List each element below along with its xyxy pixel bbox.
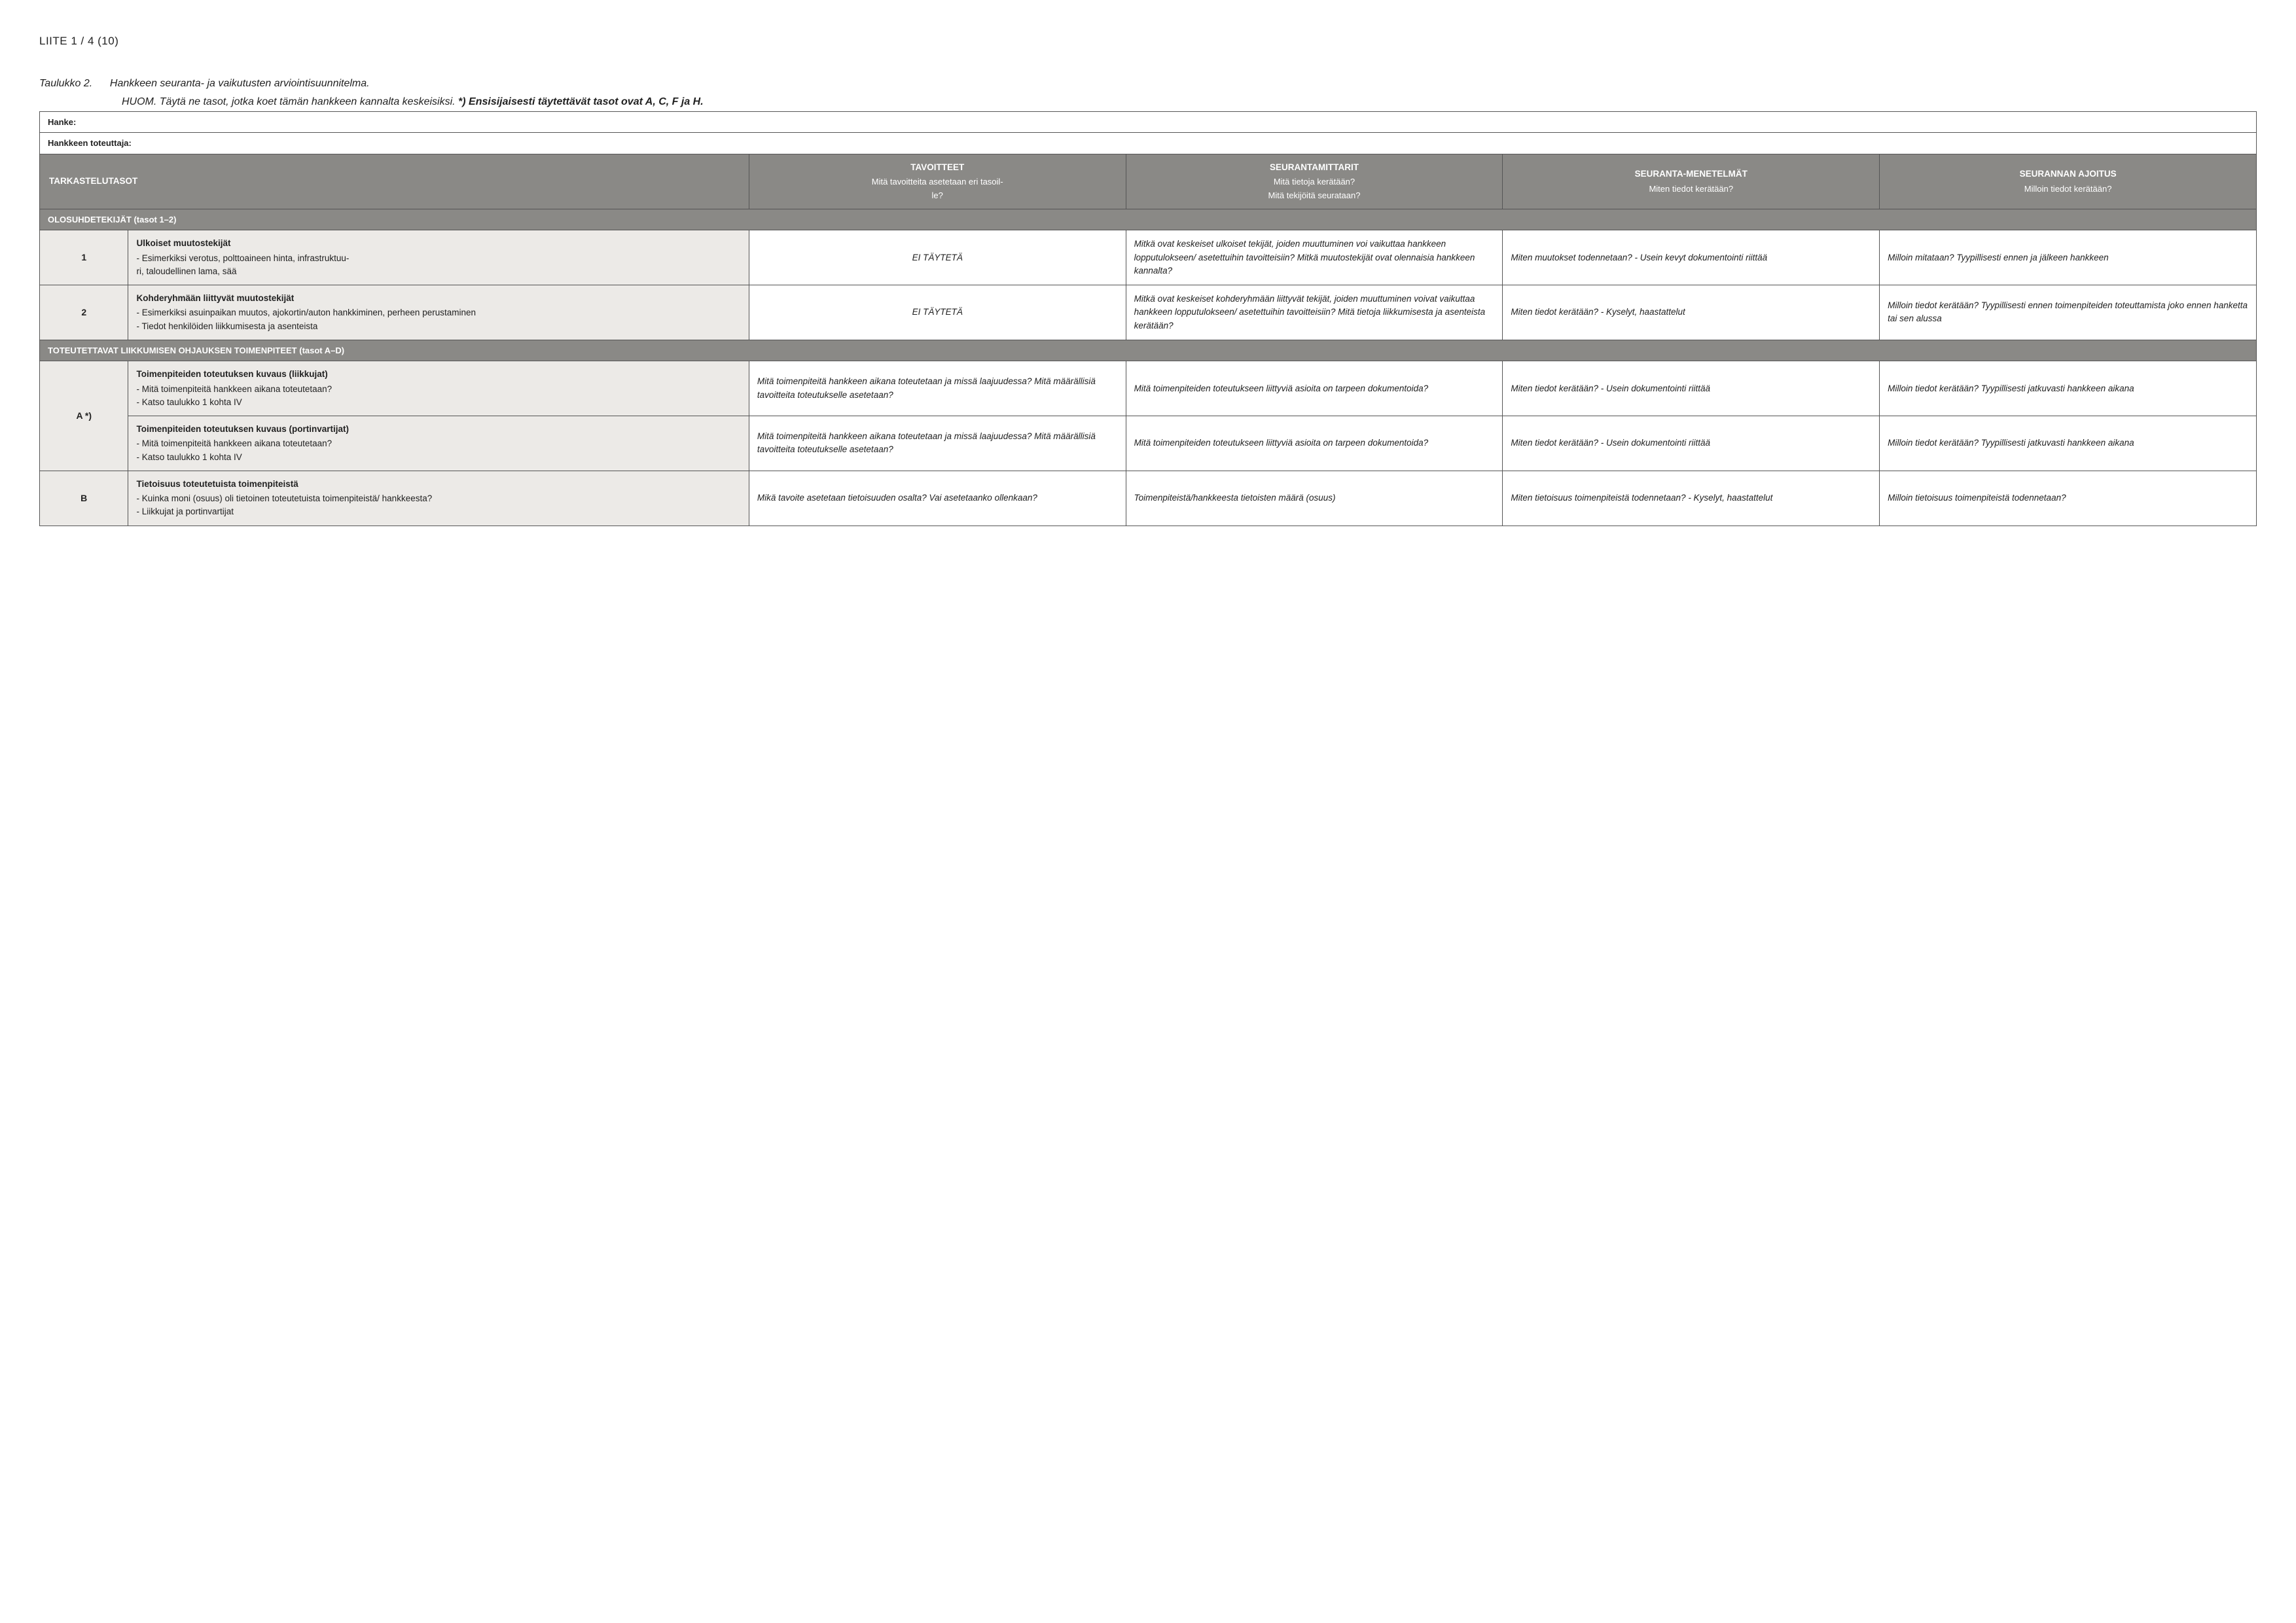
col1-sub1: Mitä tavoitteita asetetaan eri tasoil- bbox=[755, 175, 1121, 188]
col3-title: SEURANTA-MENETELMÄT bbox=[1635, 169, 1748, 179]
row-B-d2: - Liikkujat ja portinvartijat bbox=[136, 505, 740, 518]
row-1-menetelma: Miten muutokset todennetaan? - Usein kev… bbox=[1503, 230, 1880, 285]
row-A1-desc: Toimenpiteiden toteutuksen kuvaus (liikk… bbox=[128, 361, 749, 416]
col2-sub1: Mitä tietoja kerätään? bbox=[1132, 175, 1498, 188]
row-B: B Tietoisuus toteutetuista toimenpiteist… bbox=[40, 471, 2257, 526]
meta-toteuttaja: Hankkeen toteuttaja: bbox=[40, 133, 2257, 154]
section-toimenpiteet-label: TOTEUTETTAVAT LIIKKUMISEN OHJAUKSEN TOIM… bbox=[40, 340, 2257, 361]
row-A1-menetelma: Miten tiedot kerätään? - Usein dokumento… bbox=[1503, 361, 1880, 416]
row-B-level: B bbox=[40, 471, 128, 526]
row-A2-tavoite: Mitä toimenpiteitä hankkeen aikana toteu… bbox=[749, 416, 1126, 471]
row-2-tavoite: EI TÄYTETÄ bbox=[749, 285, 1126, 340]
row-2-d1: - Esimerkiksi asuinpaikan muutos, ajokor… bbox=[136, 306, 740, 319]
meta-hanke: Hanke: bbox=[40, 111, 2257, 133]
row-A-level: A *) bbox=[40, 361, 128, 471]
row-A2-menetelma: Miten tiedot kerätään? - Usein dokumento… bbox=[1503, 416, 1880, 471]
row-1: 1 Ulkoiset muutostekijät - Esimerkiksi v… bbox=[40, 230, 2257, 285]
row-A2-desc: Toimenpiteiden toteutuksen kuvaus (porti… bbox=[128, 416, 749, 471]
caption-text: Hankkeen seuranta- ja vaikutusten arvioi… bbox=[110, 78, 370, 89]
row-1-d1: - Esimerkiksi verotus, polttoaineen hint… bbox=[136, 252, 740, 265]
row-A2-d1: - Mitä toimenpiteitä hankkeen aikana tot… bbox=[136, 437, 740, 450]
evaluation-table: Hanke: Hankkeen toteuttaja: TARKASTELUTA… bbox=[39, 111, 2257, 526]
col2-title: SEURANTAMITTARIT bbox=[1270, 162, 1359, 172]
section-toimenpiteet: TOTEUTETTAVAT LIIKKUMISEN OHJAUKSEN TOIM… bbox=[40, 340, 2257, 361]
row-A2-ajoitus: Milloin tiedot kerätään? Tyypillisesti j… bbox=[1880, 416, 2257, 471]
col-menetelmat: SEURANTA-MENETELMÄT Miten tiedot kerätää… bbox=[1503, 154, 1880, 209]
row-A-2: Toimenpiteiden toteutuksen kuvaus (porti… bbox=[40, 416, 2257, 471]
row-2-level: 2 bbox=[40, 285, 128, 340]
row-A2-d2: - Katso taulukko 1 kohta IV bbox=[136, 451, 740, 464]
col4-sub1: Milloin tiedot kerätään? bbox=[1885, 183, 2251, 196]
row-A-1: A *) Toimenpiteiden toteutuksen kuvaus (… bbox=[40, 361, 2257, 416]
row-1-title: Ulkoiset muutostekijät bbox=[136, 237, 740, 250]
caption-label: Taulukko 2. bbox=[39, 78, 92, 89]
row-B-tavoite: Mikä tavoite asetetaan tietoisuuden osal… bbox=[749, 471, 1126, 526]
col-mittarit: SEURANTAMITTARIT Mitä tietoja kerätään? … bbox=[1126, 154, 1503, 209]
row-2-title: Kohderyhmään liittyvät muutostekijät bbox=[136, 292, 740, 305]
table-caption-note: HUOM. Täytä ne tasot, jotka koet tämän h… bbox=[122, 94, 2257, 110]
row-1-level: 1 bbox=[40, 230, 128, 285]
row-1-ajoitus: Milloin mitataan? Tyypillisesti ennen ja… bbox=[1880, 230, 2257, 285]
row-2-ajoitus: Milloin tiedot kerätään? Tyypillisesti e… bbox=[1880, 285, 2257, 340]
row-1-desc: Ulkoiset muutostekijät - Esimerkiksi ver… bbox=[128, 230, 749, 285]
row-2: 2 Kohderyhmään liittyvät muutostekijät -… bbox=[40, 285, 2257, 340]
meta-row-hanke: Hanke: bbox=[40, 111, 2257, 133]
row-2-desc: Kohderyhmään liittyvät muutostekijät - E… bbox=[128, 285, 749, 340]
caption-note-a: HUOM. Täytä ne tasot, jotka koet tämän h… bbox=[122, 96, 458, 107]
row-A1-d2: - Katso taulukko 1 kohta IV bbox=[136, 396, 740, 409]
row-B-title: Tietoisuus toteutetuista toimenpiteistä bbox=[136, 478, 740, 491]
row-2-mittari: Mitkä ovat keskeiset kohderyhmään liitty… bbox=[1126, 285, 1503, 340]
col-ajoitus: SEURANNAN AJOITUS Milloin tiedot kerätää… bbox=[1880, 154, 2257, 209]
section-olosuhde-label: OLOSUHDETEKIJÄT (tasot 1–2) bbox=[40, 209, 2257, 230]
table-caption: Taulukko 2. Hankkeen seuranta- ja vaikut… bbox=[39, 76, 2257, 92]
row-1-tavoite: EI TÄYTETÄ bbox=[749, 230, 1126, 285]
row-2-d2: - Tiedot henkilöiden liikkumisesta ja as… bbox=[136, 320, 740, 333]
row-B-d1: - Kuinka moni (osuus) oli tietoinen tote… bbox=[136, 492, 740, 505]
caption-note-b: *) Ensisijaisesti täytettävät tasot ovat… bbox=[458, 96, 704, 107]
row-A1-title: Toimenpiteiden toteutuksen kuvaus (liikk… bbox=[136, 368, 740, 381]
row-1-mittari: Mitkä ovat keskeiset ulkoiset tekijät, j… bbox=[1126, 230, 1503, 285]
row-A1-ajoitus: Milloin tiedot kerätään? Tyypillisesti j… bbox=[1880, 361, 2257, 416]
row-B-mittari: Toimenpiteistä/hankkeesta tietoisten mää… bbox=[1126, 471, 1503, 526]
row-A1-d1: - Mitä toimenpiteitä hankkeen aikana tot… bbox=[136, 383, 740, 396]
col1-sub2: le? bbox=[755, 189, 1121, 202]
header-row: TARKASTELUTASOT TAVOITTEET Mitä tavoitte… bbox=[40, 154, 2257, 209]
row-B-ajoitus: Milloin tietoisuus toimenpiteistä todenn… bbox=[1880, 471, 2257, 526]
row-B-desc: Tietoisuus toteutetuista toimenpiteistä … bbox=[128, 471, 749, 526]
col4-title: SEURANNAN AJOITUS bbox=[2020, 169, 2117, 179]
col0-title: TARKASTELUTASOT bbox=[49, 176, 137, 186]
row-1-d2: ri, taloudellinen lama, sää bbox=[136, 265, 740, 278]
row-A2-title: Toimenpiteiden toteutuksen kuvaus (porti… bbox=[136, 423, 740, 436]
col2-sub2: Mitä tekijöitä seurataan? bbox=[1132, 189, 1498, 202]
row-B-menetelma: Miten tietoisuus toimenpiteistä todennet… bbox=[1503, 471, 1880, 526]
col-tarkastelutasot: TARKASTELUTASOT bbox=[40, 154, 749, 209]
col3-sub1: Miten tiedot kerätään? bbox=[1508, 183, 1874, 196]
col-tavoitteet: TAVOITTEET Mitä tavoitteita asetetaan er… bbox=[749, 154, 1126, 209]
page-header: LIITE 1 / 4 (10) bbox=[39, 33, 2257, 50]
section-olosuhde: OLOSUHDETEKIJÄT (tasot 1–2) bbox=[40, 209, 2257, 230]
row-2-menetelma: Miten tiedot kerätään? - Kyselyt, haasta… bbox=[1503, 285, 1880, 340]
meta-row-toteuttaja: Hankkeen toteuttaja: bbox=[40, 133, 2257, 154]
row-A1-tavoite: Mitä toimenpiteitä hankkeen aikana toteu… bbox=[749, 361, 1126, 416]
row-A2-mittari: Mitä toimenpiteiden toteutukseen liittyv… bbox=[1126, 416, 1503, 471]
col1-title: TAVOITTEET bbox=[910, 162, 964, 172]
row-A1-mittari: Mitä toimenpiteiden toteutukseen liittyv… bbox=[1126, 361, 1503, 416]
